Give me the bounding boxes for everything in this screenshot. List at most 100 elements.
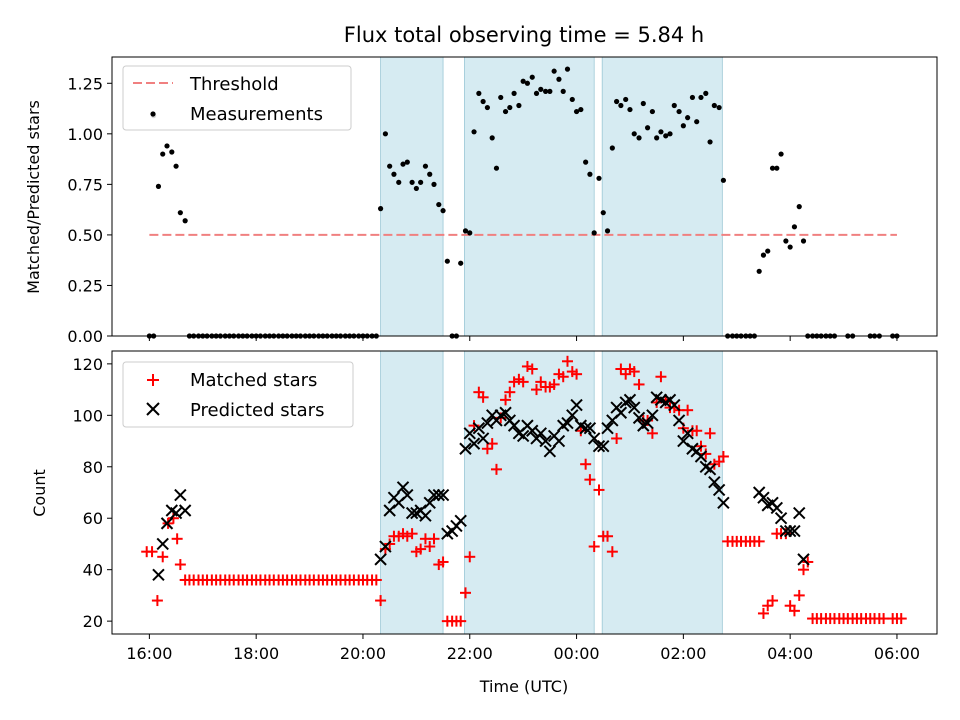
- matched-star-point: [682, 404, 694, 416]
- measurement-point: [609, 145, 615, 151]
- top-y-axis: 0.00 0.25 0.50 0.75 1.00 1.25: [67, 74, 112, 346]
- predicted-star-point: [601, 421, 614, 435]
- legend-measurements-label: Measurements: [190, 104, 323, 125]
- measurement-point: [547, 88, 553, 94]
- matched-star-point: [504, 386, 516, 398]
- top-x-ticks: [148, 336, 898, 341]
- top-y-tick-label: 1.00: [67, 125, 103, 144]
- matched-star-point: [464, 551, 476, 563]
- matched-star-point: [575, 425, 587, 437]
- predicted-star-point: [797, 553, 810, 566]
- legend-matched-label: Matched stars: [190, 370, 317, 391]
- matched-star-point: [757, 607, 769, 619]
- measurement-point: [698, 94, 704, 101]
- measurement-point: [618, 102, 624, 109]
- matched-star-point: [459, 587, 471, 599]
- measurement-point: [427, 171, 433, 177]
- predicted-star-point: [668, 398, 681, 412]
- matched-star-point: [437, 556, 449, 568]
- bottom-x-tick-label: 02:00: [660, 644, 706, 663]
- matched-star-point: [428, 533, 440, 545]
- predicted-star-point: [628, 401, 641, 414]
- matched-star-point: [171, 533, 183, 545]
- measurement-point: [564, 66, 571, 72]
- predicted-star-point: [770, 501, 784, 515]
- matched-star-point: [500, 394, 512, 406]
- predicted-star-point: [646, 409, 659, 422]
- matched-star-point: [646, 427, 658, 439]
- predicted-star-point: [481, 416, 494, 430]
- measurement-point: [654, 135, 660, 141]
- measurement-point: [569, 96, 575, 103]
- predicted-star-point: [757, 491, 770, 504]
- measurement-point: [703, 90, 709, 96]
- matched-star-point: [424, 541, 436, 553]
- predicted-star-point: [463, 427, 476, 440]
- predicted-star-point: [401, 488, 414, 502]
- measurement-point: [507, 104, 513, 111]
- matched-star-point: [157, 551, 169, 563]
- bottom-panel: 20 40 60 80 100 120 16:00 18:00 20:00 22:00 00:00…: [30, 350, 938, 696]
- measurement-point: [676, 108, 682, 115]
- measurement-point: [413, 185, 419, 192]
- predicted-star-point: [583, 421, 597, 435]
- measurement-point: [458, 260, 464, 266]
- measurement-point: [440, 208, 446, 214]
- predicted-star-point: [516, 429, 530, 443]
- measurement-point: [783, 238, 789, 244]
- measurement-point: [480, 98, 486, 105]
- matched-star-point: [704, 427, 716, 439]
- measurement-point: [627, 106, 633, 113]
- measurement-point: [524, 80, 531, 86]
- measurement-point: [169, 149, 175, 155]
- measurement-point: [182, 218, 188, 224]
- measurement-point: [623, 96, 629, 103]
- matched-star-point: [401, 530, 413, 542]
- measurement-point: [502, 108, 509, 115]
- predicted-star-point: [396, 481, 410, 494]
- matched-stars-points: [141, 355, 907, 627]
- measurement-point: [614, 98, 620, 105]
- measurement-point: [694, 119, 700, 125]
- measurement-point: [462, 228, 469, 234]
- measurement-point: [400, 161, 406, 167]
- measurement-point: [476, 90, 482, 96]
- matched-star-point: [593, 484, 605, 496]
- matched-star-point: [481, 443, 493, 455]
- matched-star-point: [633, 378, 645, 390]
- measurement-point: [787, 244, 793, 250]
- predicted-star-point: [552, 434, 566, 448]
- predicted-star-point: [472, 421, 486, 435]
- predicted-star-point: [543, 445, 557, 458]
- measurement-point: [431, 181, 437, 187]
- predicted-stars-points: [152, 391, 810, 582]
- matched-star-point: [895, 613, 907, 625]
- measurement-point: [578, 106, 584, 113]
- measurement-point: [604, 228, 611, 234]
- predicted-star-point: [632, 411, 646, 425]
- matched-star-point: [802, 556, 814, 568]
- measurement-point: [663, 133, 669, 139]
- measurement-point: [538, 86, 544, 92]
- bottom-y-tick-label: 40: [83, 561, 103, 580]
- chart-title: Flux total observing time = 5.84 h: [344, 23, 704, 47]
- measurement-point: [173, 163, 179, 169]
- bottom-y-tick-label: 60: [83, 509, 103, 528]
- measurement-point: [529, 74, 535, 80]
- bottom-x-axis-label: Time (UTC): [479, 677, 568, 696]
- bottom-x-tick-label: 22:00: [447, 644, 493, 663]
- predicted-star-point: [561, 416, 574, 430]
- measurement-point: [600, 210, 606, 216]
- predicted-star-point: [436, 488, 450, 502]
- measurement-point: [720, 177, 727, 183]
- predicted-star-point: [405, 506, 419, 520]
- bottom-shaded-interval: [601, 350, 723, 635]
- matched-star-point: [788, 605, 800, 617]
- measurement-point: [800, 238, 807, 244]
- matched-star-point: [584, 474, 596, 486]
- measurement-point: [640, 100, 646, 107]
- predicted-star-point: [178, 504, 192, 517]
- predicted-star-point: [708, 476, 721, 489]
- predicted-star-point: [539, 434, 552, 448]
- measurement-point: [756, 268, 762, 274]
